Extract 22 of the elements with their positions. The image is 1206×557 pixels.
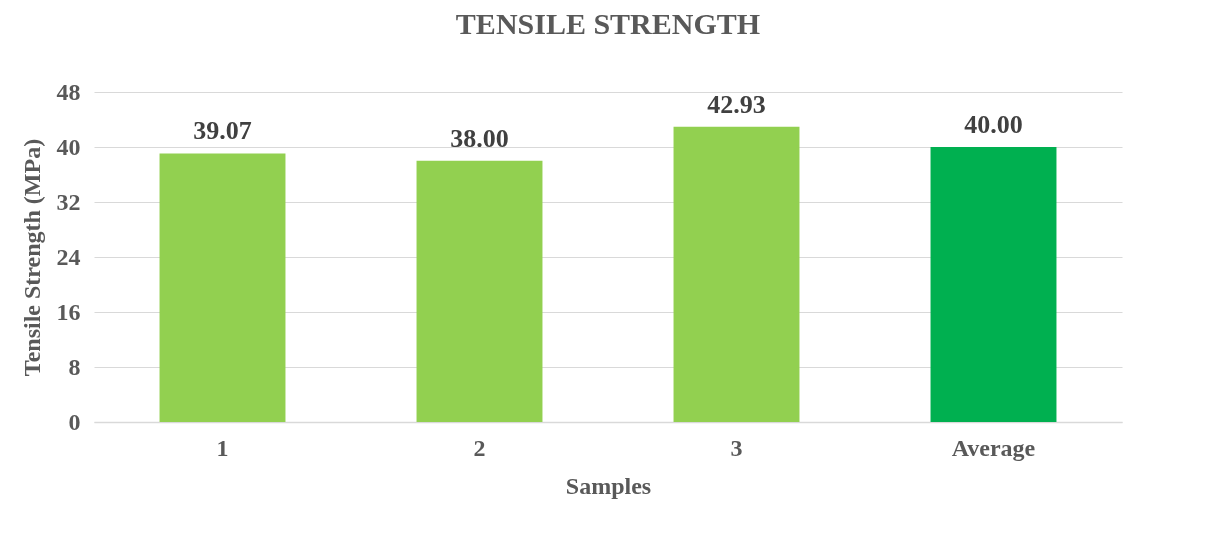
data-label: 42.93 — [707, 89, 766, 119]
y-tick-label: 32 — [56, 188, 81, 215]
y-axis-title: Tensile Strength (MPa) — [18, 138, 45, 377]
y-tick-label: 8 — [68, 353, 81, 380]
x-tick-label: Average — [951, 434, 1036, 461]
x-tick-label: 3 — [730, 434, 743, 461]
data-label: 40.00 — [964, 110, 1023, 139]
y-tick-label: 48 — [56, 78, 81, 105]
bar — [159, 153, 286, 422]
y-tick-label: 0 — [68, 408, 81, 435]
y-tick-label: 24 — [56, 243, 81, 270]
x-tick-label: 1 — [216, 434, 229, 461]
data-label: 38.00 — [450, 123, 509, 153]
chart-title: TENSILE STRENGTH — [455, 7, 761, 40]
y-tick-label: 16 — [56, 298, 81, 325]
data-label: 39.07 — [193, 116, 252, 146]
bar — [930, 147, 1057, 422]
x-axis-title: Samples — [565, 472, 652, 499]
bar — [416, 160, 543, 422]
bar — [673, 126, 800, 422]
y-tick-label: 40 — [56, 133, 81, 160]
x-tick-label: 2 — [473, 434, 486, 461]
